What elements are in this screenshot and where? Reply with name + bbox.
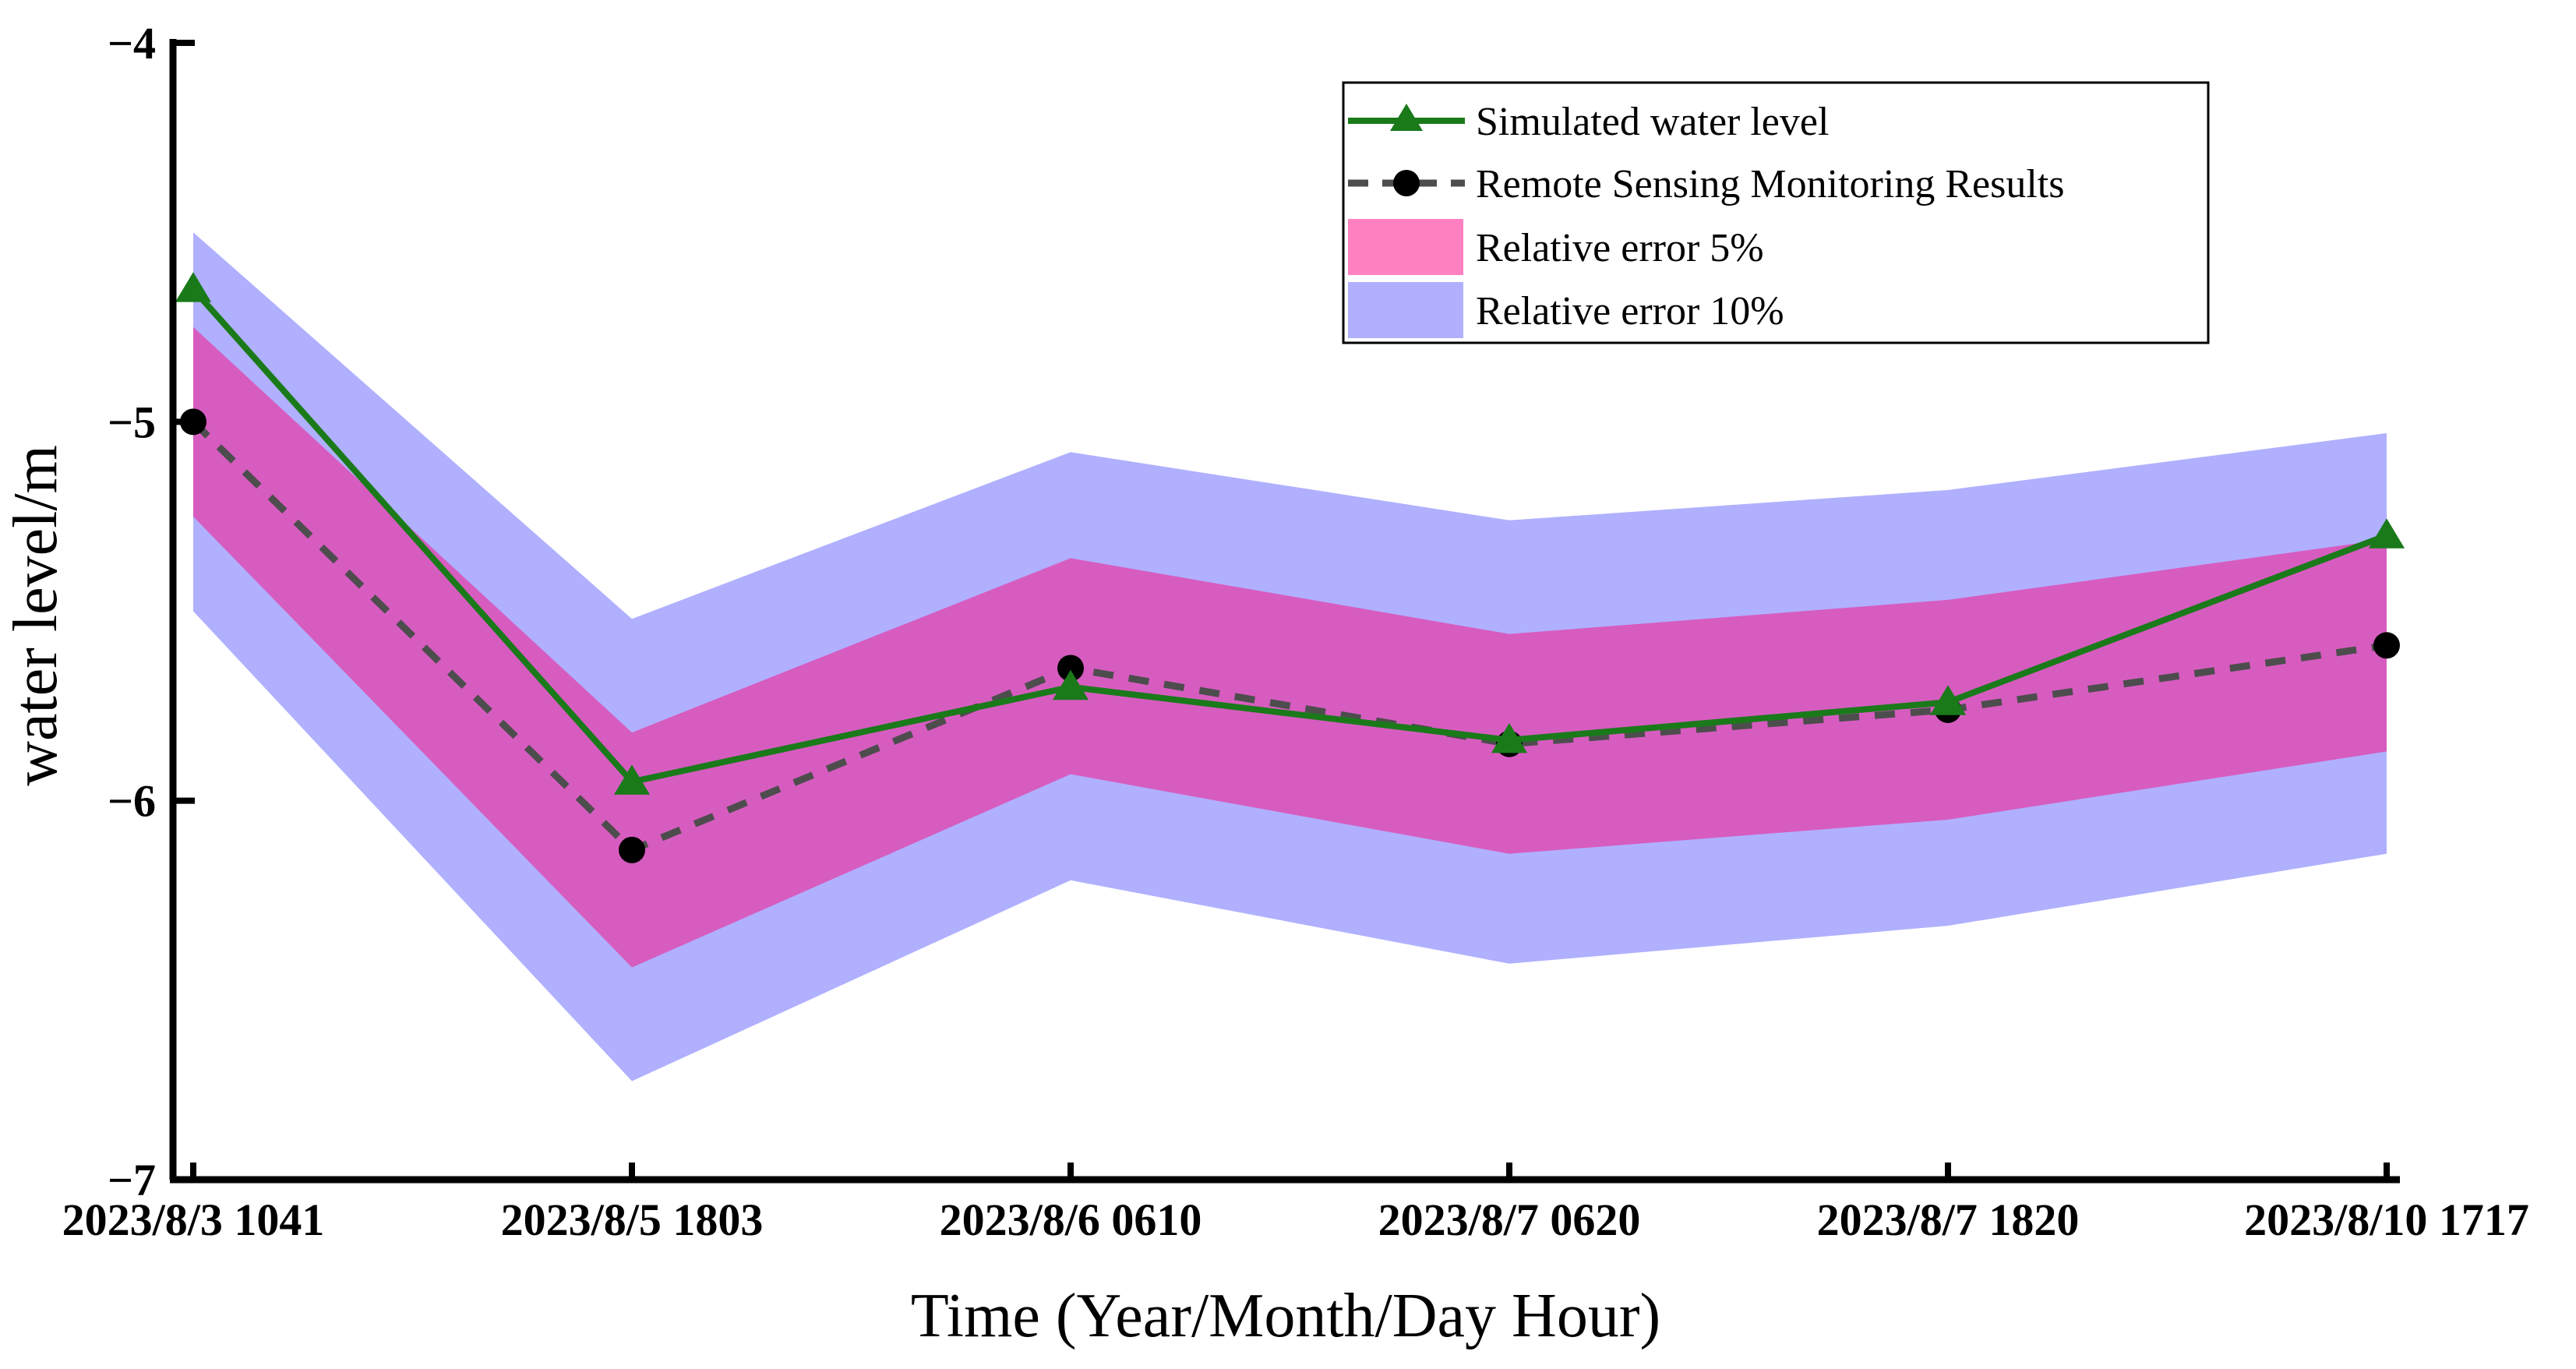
series-line-simulated — [191, 287, 2388, 785]
legend: Simulated water level Remote Sensing Moni… — [1342, 81, 2210, 344]
legend-item: Simulated water level — [1348, 100, 1829, 144]
series-line-remote-sensing — [190, 419, 2387, 854]
legend-box — [1342, 81, 2210, 344]
legend-label: Relative error 10% — [1476, 289, 1784, 333]
remote-sensing-point — [2373, 632, 2400, 659]
simulated-point — [613, 764, 651, 795]
simulated-point — [1491, 722, 1528, 753]
simulated-point — [175, 272, 212, 302]
y-tick-label: −7 — [108, 1155, 156, 1205]
legend-label: Relative error 5% — [1476, 226, 1764, 270]
legend-symbol-swatch — [1348, 282, 1463, 338]
axes — [169, 39, 2400, 1184]
legend-label: Simulated water level — [1476, 100, 1829, 144]
remote-sensing-point — [619, 836, 645, 863]
y-tick-label: −5 — [108, 397, 156, 447]
legend-symbol-swatch — [1348, 219, 1463, 275]
series-lines — [175, 272, 2405, 863]
remote-sensing-point — [1057, 655, 1084, 682]
x-tick-label: 2023/8/6 0610 — [940, 1194, 1202, 1245]
y-tick-label: −6 — [108, 776, 156, 827]
x-tick-label: 2023/8/5 1803 — [501, 1194, 764, 1245]
legend-item: Remote Sensing Monitoring Results — [1348, 162, 2064, 206]
legend-symbol-marker — [1393, 170, 1420, 196]
x-axis-title: Time (Year/Month/Day Hour) — [911, 1282, 1660, 1350]
simulated-point — [1929, 685, 1967, 715]
legend-item: Relative error 5% — [1348, 219, 1764, 275]
x-tick-label: 2023/8/3 1041 — [62, 1194, 325, 1245]
x-tick-label: 2023/8/7 1820 — [1817, 1194, 2080, 1245]
simulated-point — [1052, 669, 1089, 700]
x-tick-label: 2023/8/7 0620 — [1378, 1194, 1641, 1245]
x-tick-label: 2023/8/10 1717 — [2244, 1194, 2529, 1245]
y-tick-label: −4 — [108, 18, 156, 69]
legend-symbol-marker — [1390, 104, 1423, 131]
simulated-point — [2368, 518, 2405, 549]
y-axis-title: water level/m — [2, 445, 70, 786]
legend-label: Remote Sensing Monitoring Results — [1476, 162, 2064, 206]
legend-item: Relative error 10% — [1348, 282, 1784, 338]
